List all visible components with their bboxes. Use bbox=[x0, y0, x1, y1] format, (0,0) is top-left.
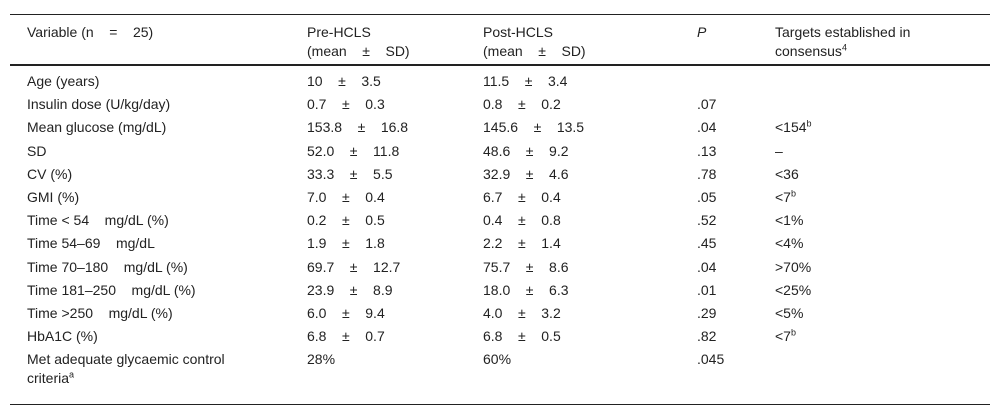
cell-variable: Time < 54 mg/dL (%) bbox=[27, 212, 169, 229]
table-row: Met adequate glycaemic control criteriaa … bbox=[10, 348, 990, 390]
cell-target: <5% bbox=[775, 304, 804, 321]
cell-pre: 28% bbox=[307, 351, 336, 368]
cell-target: <36 bbox=[775, 165, 799, 182]
cell-p: .045 bbox=[697, 351, 725, 368]
header-pre: Pre-HCLS (mean ± SD) bbox=[307, 24, 410, 59]
cell-post: 75.7 ± 8.6 bbox=[483, 258, 569, 275]
cell-pre: 0.2 ± 0.5 bbox=[307, 212, 385, 229]
table-row: HbA1C (%) 6.8 ± 0.7 6.8 ± 0.5 .82 <7b bbox=[10, 325, 990, 348]
table-row: Time 181–250 mg/dL (%) 23.9 ± 8.9 18.0 ± 6… bbox=[10, 279, 990, 302]
results-table: Variable (n = 25) Pre-HCLS (mean ± SD) Po… bbox=[10, 14, 990, 406]
cell-pre: 52.0 ± 11.8 bbox=[307, 142, 400, 159]
cell-variable: Mean glucose (mg/dL) bbox=[27, 119, 167, 136]
table-row: Time 54–69 mg/dL 1.9 ± 1.8 2.2 ± 1.4 .45 <4% bbox=[10, 232, 990, 255]
cell-post: 18.0 ± 6.3 bbox=[483, 281, 569, 298]
cell-pre: 69.7 ± 12.7 bbox=[307, 258, 401, 275]
cell-pre: 10 ± 3.5 bbox=[307, 73, 381, 89]
cell-p: .78 bbox=[697, 165, 717, 182]
cell-variable: HbA1C (%) bbox=[27, 328, 98, 345]
cell-target-wrap: <7b bbox=[775, 327, 796, 346]
cell-pre: 23.9 ± 8.9 bbox=[307, 281, 393, 298]
cell-target-wrap: <36 bbox=[775, 165, 799, 184]
cell-variable: Time >250 mg/dL (%) bbox=[27, 304, 173, 321]
cell-target: <7 bbox=[775, 328, 791, 345]
cell-p: .05 bbox=[697, 188, 717, 205]
cell-variable: Age (years) bbox=[27, 73, 100, 89]
table-row: Time >250 mg/dL (%) 6.0 ± 9.4 4.0 ± 3.2 .29… bbox=[10, 302, 990, 325]
cell-variable: CV (%) bbox=[27, 165, 73, 182]
cell-target: <7 bbox=[775, 188, 791, 205]
cell-target: >70% bbox=[775, 258, 812, 275]
cell-p: .13 bbox=[697, 142, 717, 159]
cell-target-wrap: <4% bbox=[775, 234, 803, 253]
cell-post: 6.7 ± 0.4 bbox=[483, 188, 561, 205]
cell-pre: 6.0 ± 9.4 bbox=[307, 304, 385, 321]
cell-variable: Met adequate glycaemic control criteriaa bbox=[27, 351, 225, 387]
cell-target-wrap: <5% bbox=[775, 304, 803, 323]
cell-post: 48.6 ± 9.2 bbox=[483, 142, 569, 159]
cell-p: .04 bbox=[697, 258, 717, 275]
cell-post: 11.5 ± 3.4 bbox=[483, 73, 568, 89]
cell-post: 0.8 ± 0.2 bbox=[483, 96, 561, 113]
cell-p: .45 bbox=[697, 235, 717, 252]
table-row: Time 70–180 mg/dL (%) 69.7 ± 12.7 75.7 ± 8… bbox=[10, 256, 990, 279]
cell-target-wrap: <1% bbox=[775, 211, 803, 230]
cell-target-wrap: >70% bbox=[775, 258, 811, 277]
cell-pre: 153.8 ± 16.8 bbox=[307, 119, 409, 136]
cell-variable: Time 54–69 mg/dL bbox=[27, 235, 155, 252]
table-row: Age (years) 10 ± 3.5 11.5 ± 3.4 bbox=[10, 70, 990, 93]
cell-variable: Time 181–250 mg/dL (%) bbox=[27, 281, 196, 298]
cell-target-wrap: – bbox=[775, 142, 783, 161]
table-row: CV (%) 33.3 ± 5.5 32.9 ± 4.6 .78 <36 bbox=[10, 163, 990, 186]
cell-post: 60% bbox=[483, 351, 512, 368]
cell-target-wrap: <25% bbox=[775, 281, 811, 300]
cell-variable: SD bbox=[27, 142, 47, 159]
table-row: Time < 54 mg/dL (%) 0.2 ± 0.5 0.4 ± 0.8 .52… bbox=[10, 209, 990, 232]
cell-variable: GMI (%) bbox=[27, 188, 80, 205]
cell-p: .07 bbox=[697, 96, 717, 113]
cell-post: 4.0 ± 3.2 bbox=[483, 304, 561, 321]
cell-p: .82 bbox=[697, 328, 717, 345]
table-row: GMI (%) 7.0 ± 0.4 6.7 ± 0.4 .05 <7b bbox=[10, 186, 990, 209]
header-variable: Variable (n = 25) bbox=[27, 24, 154, 40]
cell-target: <4% bbox=[775, 235, 804, 252]
cell-pre: 6.8 ± 0.7 bbox=[307, 328, 385, 345]
cell-target-wrap: <154b bbox=[775, 118, 812, 137]
cell-variable: Insulin dose (U/kg/day) bbox=[27, 96, 171, 113]
cell-p: .29 bbox=[697, 304, 717, 321]
cell-target: <25% bbox=[775, 281, 812, 298]
table-header: Variable (n = 25) Pre-HCLS (mean ± SD) Po… bbox=[10, 15, 990, 66]
cell-post: 0.4 ± 0.8 bbox=[483, 212, 561, 229]
cell-target-wrap: <7b bbox=[775, 188, 796, 207]
table-row: Insulin dose (U/kg/day) 0.7 ± 0.3 0.8 ± 0.… bbox=[10, 93, 990, 116]
table-row: Mean glucose (mg/dL) 153.8 ± 16.8 145.6 ± … bbox=[10, 116, 990, 139]
cell-p: .01 bbox=[697, 281, 717, 298]
cell-variable: Time 70–180 mg/dL (%) bbox=[27, 258, 188, 275]
table-row: SD 52.0 ± 11.8 48.6 ± 9.2 .13 – bbox=[10, 140, 990, 163]
cell-post: 32.9 ± 4.6 bbox=[483, 165, 569, 182]
table-top-rule bbox=[10, 14, 990, 15]
cell-target: <154 bbox=[775, 119, 807, 136]
cell-target-footnote: b bbox=[790, 188, 796, 199]
cell-post: 6.8 ± 0.5 bbox=[483, 328, 561, 345]
header-post: Post-HCLS (mean ± SD) bbox=[483, 24, 586, 59]
table-bottom-rule bbox=[10, 404, 990, 406]
header-p: P bbox=[697, 24, 707, 40]
table-body: Age (years) 10 ± 3.5 11.5 ± 3.4 Insulin dos… bbox=[10, 66, 990, 348]
cell-target: – bbox=[775, 142, 783, 159]
cell-pre: 0.7 ± 0.3 bbox=[307, 96, 385, 113]
cell-p: .52 bbox=[697, 212, 717, 229]
cell-pre: 1.9 ± 1.8 bbox=[307, 235, 385, 252]
cell-pre: 33.3 ± 5.5 bbox=[307, 165, 393, 182]
header-targets: Targets established in consensus4 bbox=[775, 24, 911, 59]
cell-p: .04 bbox=[697, 119, 717, 136]
cell-post: 145.6 ± 13.5 bbox=[483, 119, 585, 136]
cell-target-footnote: b bbox=[806, 118, 812, 129]
cell-pre: 7.0 ± 0.4 bbox=[307, 188, 385, 205]
cell-post: 2.2 ± 1.4 bbox=[483, 235, 561, 252]
cell-target: <1% bbox=[775, 212, 804, 229]
cell-target-footnote: b bbox=[790, 327, 796, 338]
